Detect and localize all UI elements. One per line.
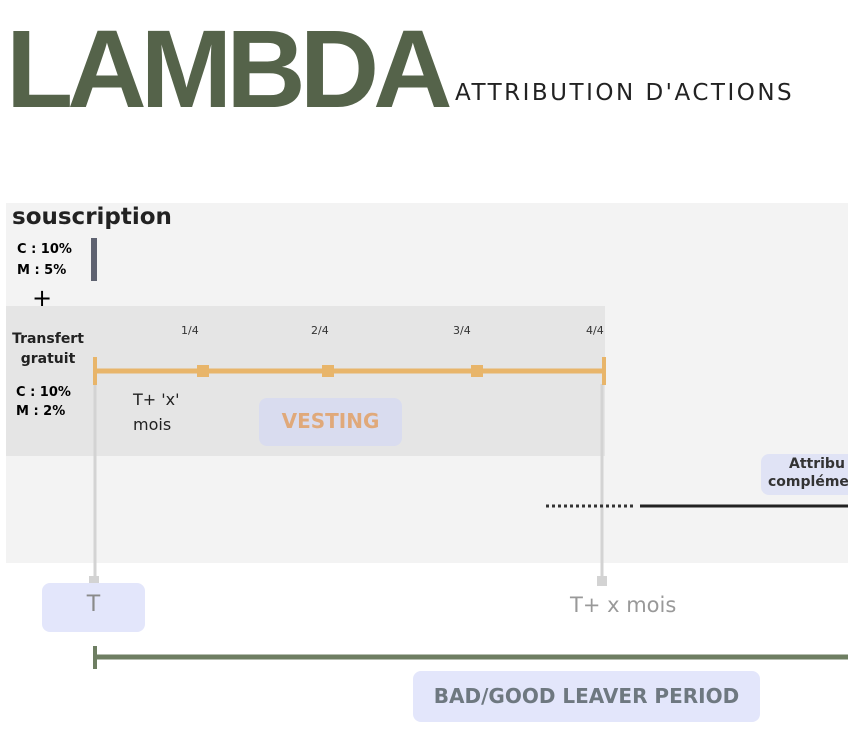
attribution-box (761, 454, 848, 495)
vesting-box (259, 398, 402, 446)
title: LAMBDA (6, 8, 453, 131)
vesting-step (471, 365, 483, 377)
share-line: M : 5% (17, 263, 67, 278)
vesting-step (197, 365, 209, 377)
transfert-label: gratuit (20, 351, 76, 367)
vesting-step (322, 365, 334, 377)
vesting-tick: 3/4 (453, 324, 471, 337)
vesting-tick: 4/4 (586, 324, 604, 337)
delay-label: mois (133, 415, 172, 434)
t-box (42, 583, 145, 632)
attribution-label: Attribu (789, 456, 845, 472)
delay-label: T+ 'x' (133, 390, 180, 409)
subtitle: ATTRIBUTION D'ACTIONS (455, 80, 795, 106)
vesting-tick: 2/4 (311, 324, 329, 337)
share-line: C : 10% (16, 385, 71, 400)
leaver-label: BAD/GOOD LEAVER PERIOD (433, 684, 740, 708)
transfert-label: Transfert (12, 331, 84, 347)
souscription-bar (91, 238, 97, 281)
vesting-label: VESTING (281, 409, 380, 433)
t-label: T (86, 592, 101, 617)
share-line: C : 10% (17, 242, 72, 257)
attribution-label: compléme (768, 474, 848, 490)
leaver-box (413, 671, 760, 722)
t-end-label: T+ x mois (570, 593, 677, 617)
plus: + (32, 284, 53, 312)
t-end-marker (597, 576, 607, 586)
souscription-label: souscription (12, 204, 172, 230)
share-line: M : 2% (16, 404, 66, 419)
t-marker (89, 576, 99, 586)
vesting-tick: 1/4 (181, 324, 199, 337)
